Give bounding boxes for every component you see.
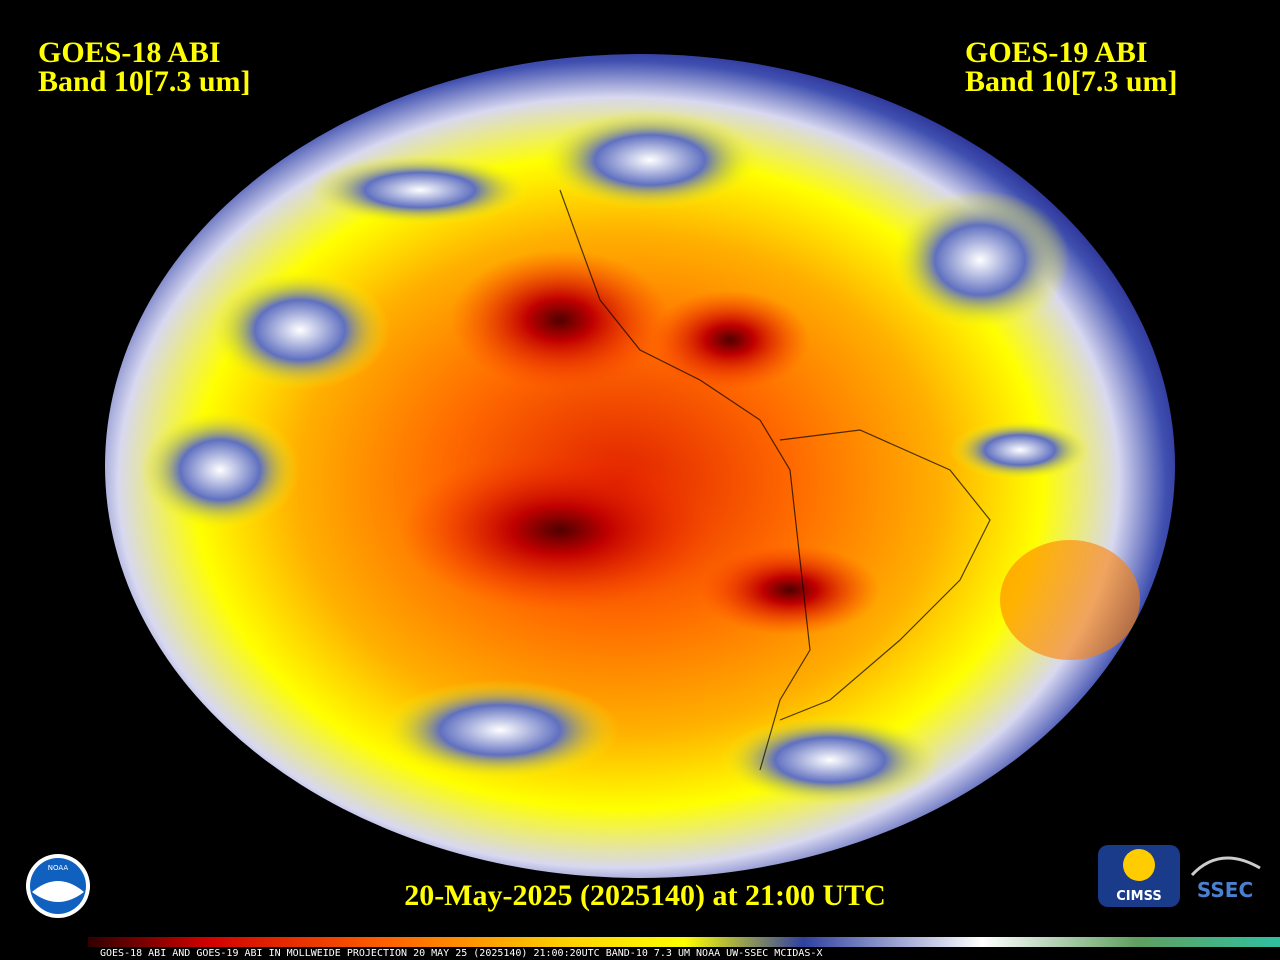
colorbar-caption: GOES-18 ABI AND GOES-19 ABI IN MOLLWEIDE… bbox=[100, 948, 822, 959]
colorbar bbox=[88, 937, 1280, 947]
timestamp: 20-May-2025 (2025140) at 21:00 UTC bbox=[404, 879, 886, 912]
right-title: GOES-19 ABI bbox=[965, 36, 1148, 69]
right-band: Band 10[7.3 um] bbox=[965, 65, 1178, 98]
ssec-logo: SSEC bbox=[1190, 856, 1261, 902]
left-title: GOES-18 ABI bbox=[38, 36, 221, 69]
weather-features bbox=[140, 110, 1140, 805]
noaa-logo: NOAA bbox=[26, 854, 90, 918]
noaa-text: NOAA bbox=[48, 864, 69, 872]
cimss-text: CIMSS bbox=[1116, 889, 1161, 904]
ssec-text: SSEC bbox=[1197, 878, 1253, 902]
left-band: Band 10[7.3 um] bbox=[38, 65, 251, 98]
cimss-logo: CIMSS bbox=[1098, 845, 1180, 907]
